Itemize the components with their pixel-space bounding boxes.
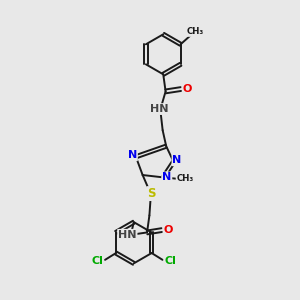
Text: Cl: Cl [165, 256, 176, 266]
Text: CH₃: CH₃ [176, 174, 194, 183]
Text: N: N [172, 155, 182, 165]
Text: N: N [162, 172, 171, 182]
Text: CH₃: CH₃ [187, 27, 204, 36]
Text: O: O [164, 225, 173, 235]
Text: HN: HN [118, 230, 136, 240]
Text: O: O [183, 84, 192, 94]
Text: N: N [128, 150, 137, 160]
Text: Cl: Cl [91, 256, 103, 266]
Text: S: S [147, 187, 156, 200]
Text: HN: HN [150, 104, 168, 114]
